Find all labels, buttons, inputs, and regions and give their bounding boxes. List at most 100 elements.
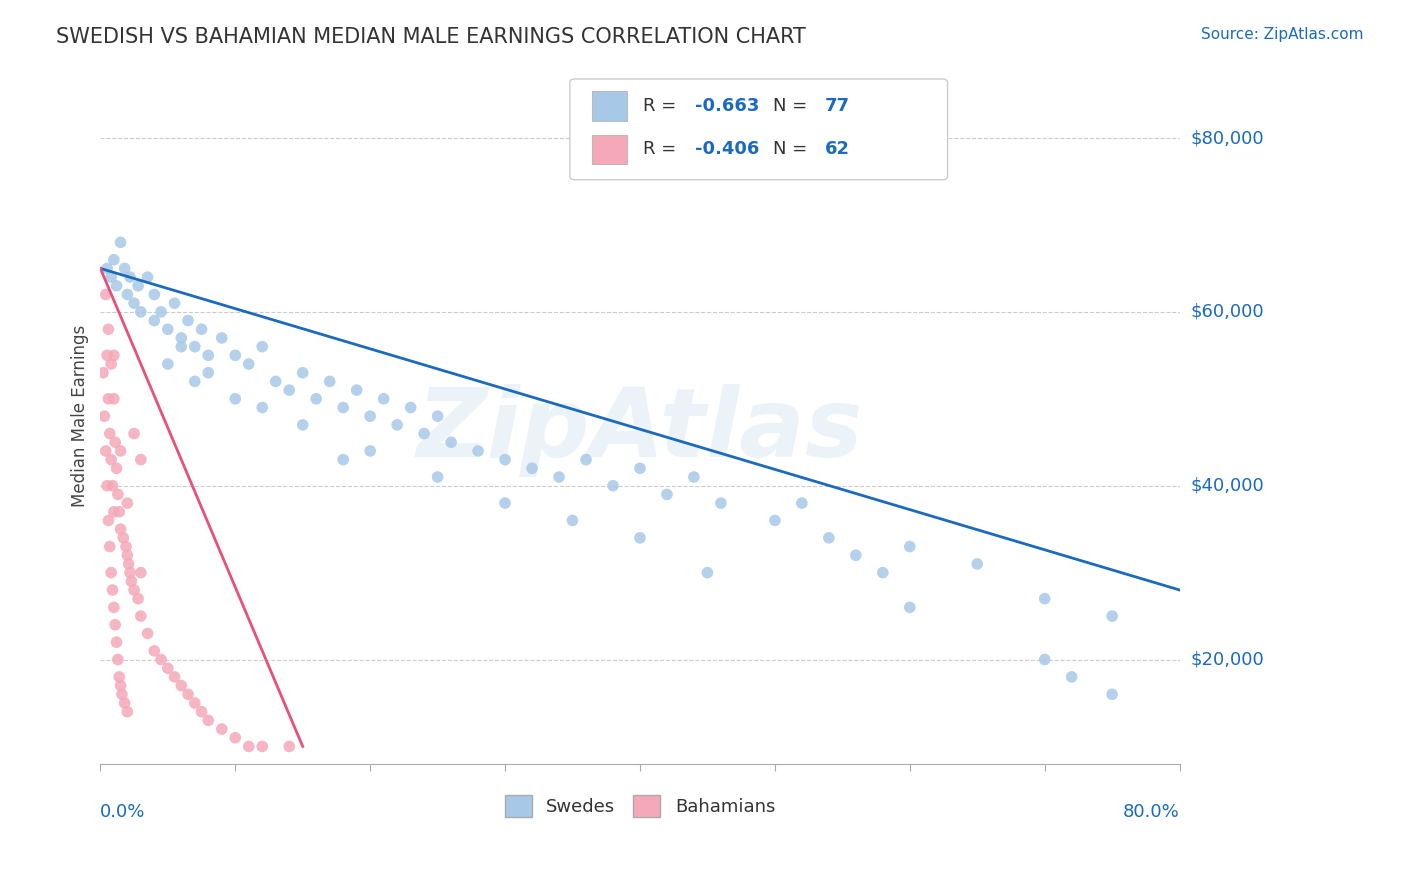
Point <box>710 496 733 510</box>
Point <box>100 357 122 371</box>
Point <box>426 409 449 424</box>
Point <box>122 426 145 441</box>
Point <box>100 566 122 580</box>
Text: ZipAtlas: ZipAtlas <box>416 384 863 476</box>
Point <box>110 235 132 250</box>
Point <box>359 444 381 458</box>
Point <box>252 739 274 754</box>
Point <box>291 366 314 380</box>
Point <box>105 461 128 475</box>
Point <box>184 340 207 354</box>
Point <box>143 644 166 658</box>
Point <box>110 522 132 536</box>
Point <box>170 340 193 354</box>
Point <box>177 687 200 701</box>
Text: N =: N = <box>773 140 813 158</box>
Point <box>122 296 145 310</box>
Point <box>238 739 260 754</box>
Point <box>163 670 186 684</box>
Point <box>211 331 233 345</box>
Point <box>156 661 179 675</box>
FancyBboxPatch shape <box>592 92 627 120</box>
Point <box>170 679 193 693</box>
Point <box>118 557 141 571</box>
Point <box>118 270 141 285</box>
Point <box>110 679 132 693</box>
Text: 0.0%: 0.0% <box>100 803 146 821</box>
Point <box>278 739 301 754</box>
Point <box>103 505 125 519</box>
Text: 80.0%: 80.0% <box>1123 803 1180 821</box>
Point <box>696 566 718 580</box>
Point <box>602 479 624 493</box>
Point <box>190 322 212 336</box>
Point <box>332 401 354 415</box>
Point <box>184 696 207 710</box>
Text: 62: 62 <box>824 140 849 158</box>
Point <box>197 366 219 380</box>
Point <box>111 687 134 701</box>
Text: $40,000: $40,000 <box>1191 476 1264 495</box>
Point <box>122 582 145 597</box>
Point <box>143 287 166 301</box>
Point <box>117 705 139 719</box>
Point <box>136 626 159 640</box>
Point <box>97 392 120 406</box>
Point <box>100 270 122 285</box>
Point <box>156 322 179 336</box>
Point <box>104 617 127 632</box>
Point <box>278 383 301 397</box>
Point <box>898 540 921 554</box>
Point <box>177 313 200 327</box>
Point <box>763 513 786 527</box>
Point <box>872 566 894 580</box>
Point <box>127 278 149 293</box>
Text: -0.406: -0.406 <box>695 140 759 158</box>
Point <box>1033 591 1056 606</box>
Point <box>190 705 212 719</box>
Point <box>93 409 115 424</box>
Point <box>94 287 117 301</box>
Point <box>224 348 246 362</box>
Point <box>373 392 395 406</box>
Point <box>413 426 436 441</box>
Point <box>385 417 408 432</box>
Point <box>129 609 152 624</box>
Point <box>494 496 516 510</box>
Point <box>683 470 706 484</box>
Point <box>845 548 868 562</box>
Point <box>105 278 128 293</box>
Point <box>818 531 841 545</box>
Point <box>114 696 136 710</box>
Point <box>91 366 114 380</box>
Text: R =: R = <box>643 97 682 115</box>
Point <box>129 566 152 580</box>
Text: R =: R = <box>643 140 682 158</box>
Text: Source: ZipAtlas.com: Source: ZipAtlas.com <box>1201 27 1364 42</box>
Point <box>197 348 219 362</box>
Text: $60,000: $60,000 <box>1191 303 1264 321</box>
Point <box>96 261 118 276</box>
Point <box>252 340 274 354</box>
Point <box>103 348 125 362</box>
Point <box>98 540 121 554</box>
Point <box>224 731 246 745</box>
Point <box>332 452 354 467</box>
Point <box>197 714 219 728</box>
Point <box>305 392 328 406</box>
Point <box>238 357 260 371</box>
Point <box>143 313 166 327</box>
FancyBboxPatch shape <box>592 135 627 164</box>
Point <box>150 305 173 319</box>
Point <box>112 531 135 545</box>
Point <box>1101 609 1123 624</box>
Point <box>101 582 124 597</box>
Point <box>150 652 173 666</box>
Point <box>117 548 139 562</box>
Point <box>494 452 516 467</box>
Point <box>104 435 127 450</box>
Point <box>252 401 274 415</box>
Point <box>105 635 128 649</box>
Point <box>136 270 159 285</box>
Point <box>170 331 193 345</box>
